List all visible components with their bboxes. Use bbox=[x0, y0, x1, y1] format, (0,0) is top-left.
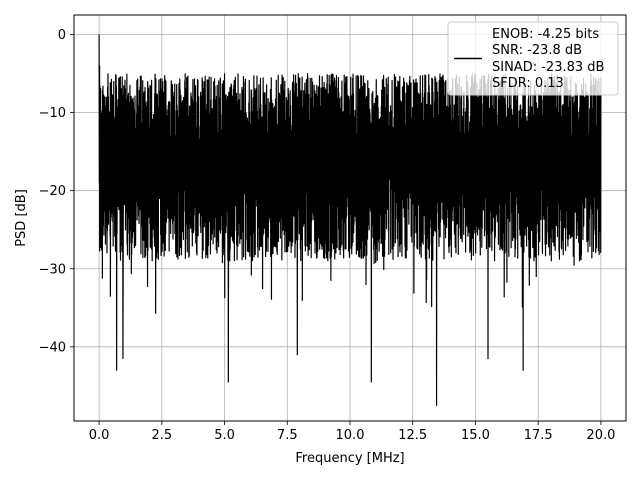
x-tick-label: 15.0 bbox=[461, 428, 490, 443]
legend-entry-line-1: ENOB: -4.25 bits bbox=[492, 27, 599, 42]
y-tick-label: −40 bbox=[39, 340, 66, 355]
legend-box bbox=[447, 21, 619, 96]
x-axis-label: Frequency [MHz] bbox=[295, 451, 404, 466]
x-axis-ticks: 0.0 2.5 5.0 7.5 10.0 12.5 15.0 17.5 20.0 bbox=[89, 421, 615, 443]
legend: ENOB: -4.25 bits SNR: -23.8 dB SINAD: -2… bbox=[447, 21, 619, 96]
x-tick-label: 10.0 bbox=[336, 428, 365, 443]
x-tick-label: 5.0 bbox=[214, 428, 235, 443]
legend-entry-line-2: SNR: -23.8 dB bbox=[492, 43, 582, 58]
x-tick-label: 7.5 bbox=[277, 428, 298, 443]
y-tick-label: 0 bbox=[58, 28, 66, 43]
y-tick-label: −20 bbox=[39, 184, 66, 199]
legend-entry-line-4: SFDR: 0.13 bbox=[492, 76, 564, 91]
x-tick-label: 0.0 bbox=[89, 428, 110, 443]
x-tick-label: 20.0 bbox=[586, 428, 615, 443]
x-tick-label: 2.5 bbox=[151, 428, 172, 443]
x-tick-label: 17.5 bbox=[524, 428, 553, 443]
psd-series-line bbox=[98, 34, 602, 406]
legend-entry-line-3: SINAD: -23.83 dB bbox=[492, 60, 604, 75]
y-tick-label: −10 bbox=[39, 106, 66, 121]
x-tick-label: 12.5 bbox=[398, 428, 427, 443]
plot-area bbox=[98, 34, 602, 406]
y-axis-ticks: 0 −10 −20 −30 −40 bbox=[39, 28, 74, 355]
y-tick-label: −30 bbox=[39, 262, 66, 277]
y-axis-label: PSD [dB] bbox=[14, 189, 29, 247]
